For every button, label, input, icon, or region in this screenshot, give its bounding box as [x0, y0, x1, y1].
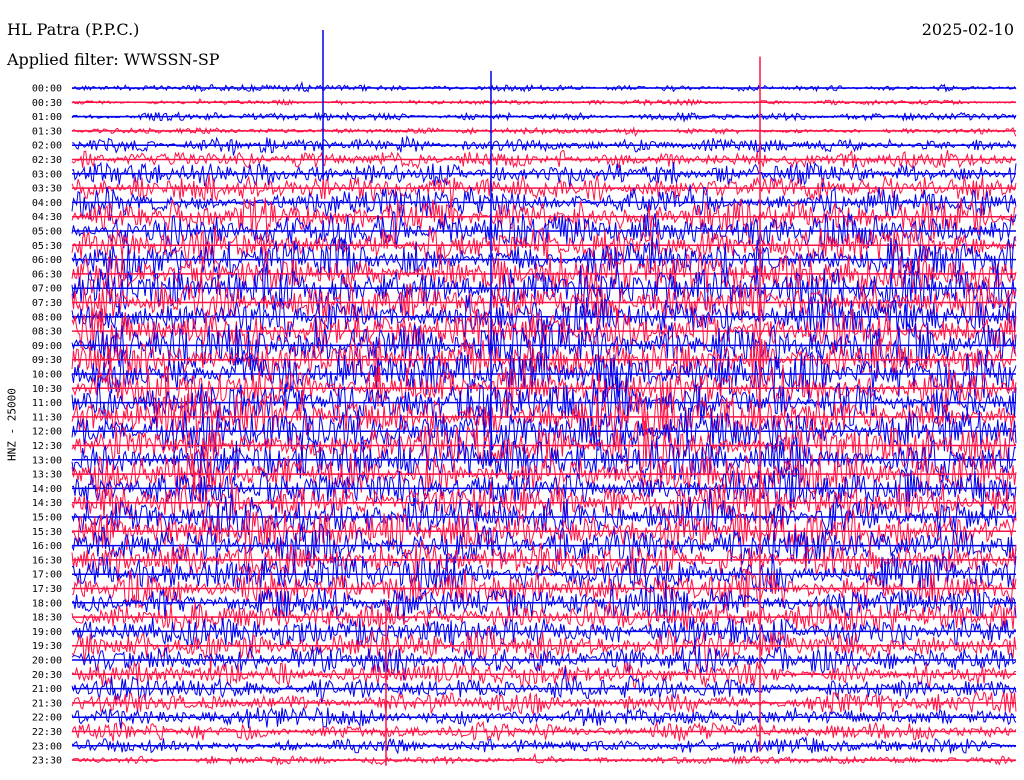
- seismogram-trace-1730: [71, 566, 1017, 610]
- time-tick-label: 22:30: [32, 727, 62, 738]
- time-tick-label: 11:30: [32, 412, 62, 423]
- seismogram-trace-1330: [71, 453, 1017, 498]
- seismogram-trace-0200: [71, 134, 1017, 156]
- time-tick-labels: 00:00 00:30 01:00 01:30 02:00 02:30 03:00 03:30…: [32, 84, 62, 767]
- seismogram-trace-0630: [71, 247, 1017, 297]
- seismogram-traces: [71, 30, 1017, 766]
- time-tick-label: 04:00: [32, 198, 62, 209]
- seismogram-trace-1630: [71, 539, 1017, 582]
- seismogram-trace-1200: [71, 407, 1017, 455]
- seismogram-trace-2130: [71, 690, 1017, 716]
- time-tick-label: 23:00: [32, 741, 62, 752]
- time-tick-label: 19:30: [32, 641, 62, 652]
- seismogram-trace-1400: [71, 466, 1017, 519]
- seismogram-trace-2230: [71, 720, 1017, 742]
- time-tick-label: 15:00: [32, 513, 62, 524]
- time-tick-label: 14:00: [32, 484, 62, 495]
- time-tick-label: 03:30: [32, 184, 62, 195]
- seismogram-trace-2000: [71, 644, 1017, 681]
- time-tick-label: 17:30: [32, 584, 62, 595]
- seismogram-trace-0030: [71, 97, 1017, 107]
- time-tick-label: 11:00: [32, 398, 62, 409]
- time-tick-label: 18:30: [32, 613, 62, 624]
- seismogram-trace-0100: [71, 111, 1017, 123]
- seismogram-trace-2100: [71, 666, 1017, 704]
- seismogram-trace-0600: [71, 236, 1017, 282]
- seismogram-trace-0900: [71, 316, 1017, 370]
- time-tick-label: 06:30: [32, 269, 62, 280]
- time-tick-label: 02:30: [32, 155, 62, 166]
- seismogram-trace-1900: [71, 616, 1017, 653]
- time-tick-label: 23:30: [32, 756, 62, 767]
- time-tick-label: 08:00: [32, 312, 62, 323]
- time-tick-label: 16:30: [32, 555, 62, 566]
- seismogram-trace-0800: [71, 295, 1017, 338]
- time-tick-label: 16:00: [32, 541, 62, 552]
- seismogram-trace-0230: [71, 149, 1017, 170]
- time-tick-label: 17:00: [32, 570, 62, 581]
- time-tick-label: 09:30: [32, 355, 62, 366]
- time-tick-label: 18:00: [32, 598, 62, 609]
- seismogram-trace-1300: [71, 431, 1017, 483]
- seismogram-trace-1500: [71, 489, 1017, 538]
- seismogram-trace-1600: [71, 521, 1017, 567]
- time-tick-label: 01:30: [32, 126, 62, 137]
- time-tick-label: 06:00: [32, 255, 62, 266]
- time-tick-label: 20:00: [32, 656, 62, 667]
- time-tick-label: 00:00: [32, 84, 62, 95]
- seismogram-trace-0430: [71, 195, 1017, 248]
- time-tick-label: 21:00: [32, 684, 62, 695]
- seismogram-trace-1700: [71, 552, 1017, 595]
- time-tick-label: 13:30: [32, 470, 62, 481]
- time-tick-label: 12:30: [32, 441, 62, 452]
- time-tick-label: 13:00: [32, 455, 62, 466]
- time-tick-label: 03:00: [32, 169, 62, 180]
- time-tick-label: 12:00: [32, 427, 62, 438]
- seismogram-trace-0400: [71, 184, 1017, 221]
- seismogram-trace-0130: [71, 126, 1017, 138]
- seismogram-trace-1530: [71, 509, 1017, 553]
- seismogram-trace-1100: [71, 376, 1017, 437]
- time-tick-label: 07:30: [32, 298, 62, 309]
- station-title: HL Patra (P.P.C.): [7, 20, 140, 39]
- time-tick-label: 10:00: [32, 370, 62, 381]
- seismogram-trace-0000: [71, 80, 1017, 93]
- filter-label: Applied filter: WWSSN-SP: [7, 50, 220, 69]
- seismogram-trace-2300: [71, 735, 1017, 755]
- seismogram-trace-1930: [71, 627, 1017, 674]
- seismogram-trace-0330: [71, 174, 1017, 203]
- time-tick-label: 05:00: [32, 227, 62, 238]
- time-tick-label: 09:00: [32, 341, 62, 352]
- date-label: 2025-02-10: [921, 20, 1014, 39]
- time-tick-label: 20:30: [32, 670, 62, 681]
- time-tick-label: 19:00: [32, 627, 62, 638]
- seismogram-trace-2030: [71, 661, 1017, 689]
- time-tick-label: 02:00: [32, 141, 62, 152]
- seismogram-trace-2200: [71, 706, 1017, 729]
- seismogram-trace-2330: [71, 752, 1017, 766]
- time-tick-label: 10:30: [32, 384, 62, 395]
- time-tick-label: 05:30: [32, 241, 62, 252]
- seismogram-trace-1230: [71, 419, 1017, 472]
- seismogram-trace-0500: [71, 210, 1017, 250]
- time-tick-label: 00:30: [32, 98, 62, 109]
- time-tick-label: 01:00: [32, 112, 62, 123]
- seismogram-trace-1030: [71, 351, 1017, 423]
- seismogram-trace-1000: [71, 334, 1017, 402]
- time-tick-label: 14:30: [32, 498, 62, 509]
- time-tick-label: 07:00: [32, 284, 62, 295]
- time-tick-label: 21:30: [32, 698, 62, 709]
- seismogram-trace-0300: [71, 161, 1017, 192]
- time-tick-label: 22:00: [32, 713, 62, 724]
- time-tick-label: 08:30: [32, 327, 62, 338]
- time-tick-label: 04:30: [32, 212, 62, 223]
- time-tick-label: 15:30: [32, 527, 62, 538]
- seismogram-trace-1830: [71, 600, 1017, 633]
